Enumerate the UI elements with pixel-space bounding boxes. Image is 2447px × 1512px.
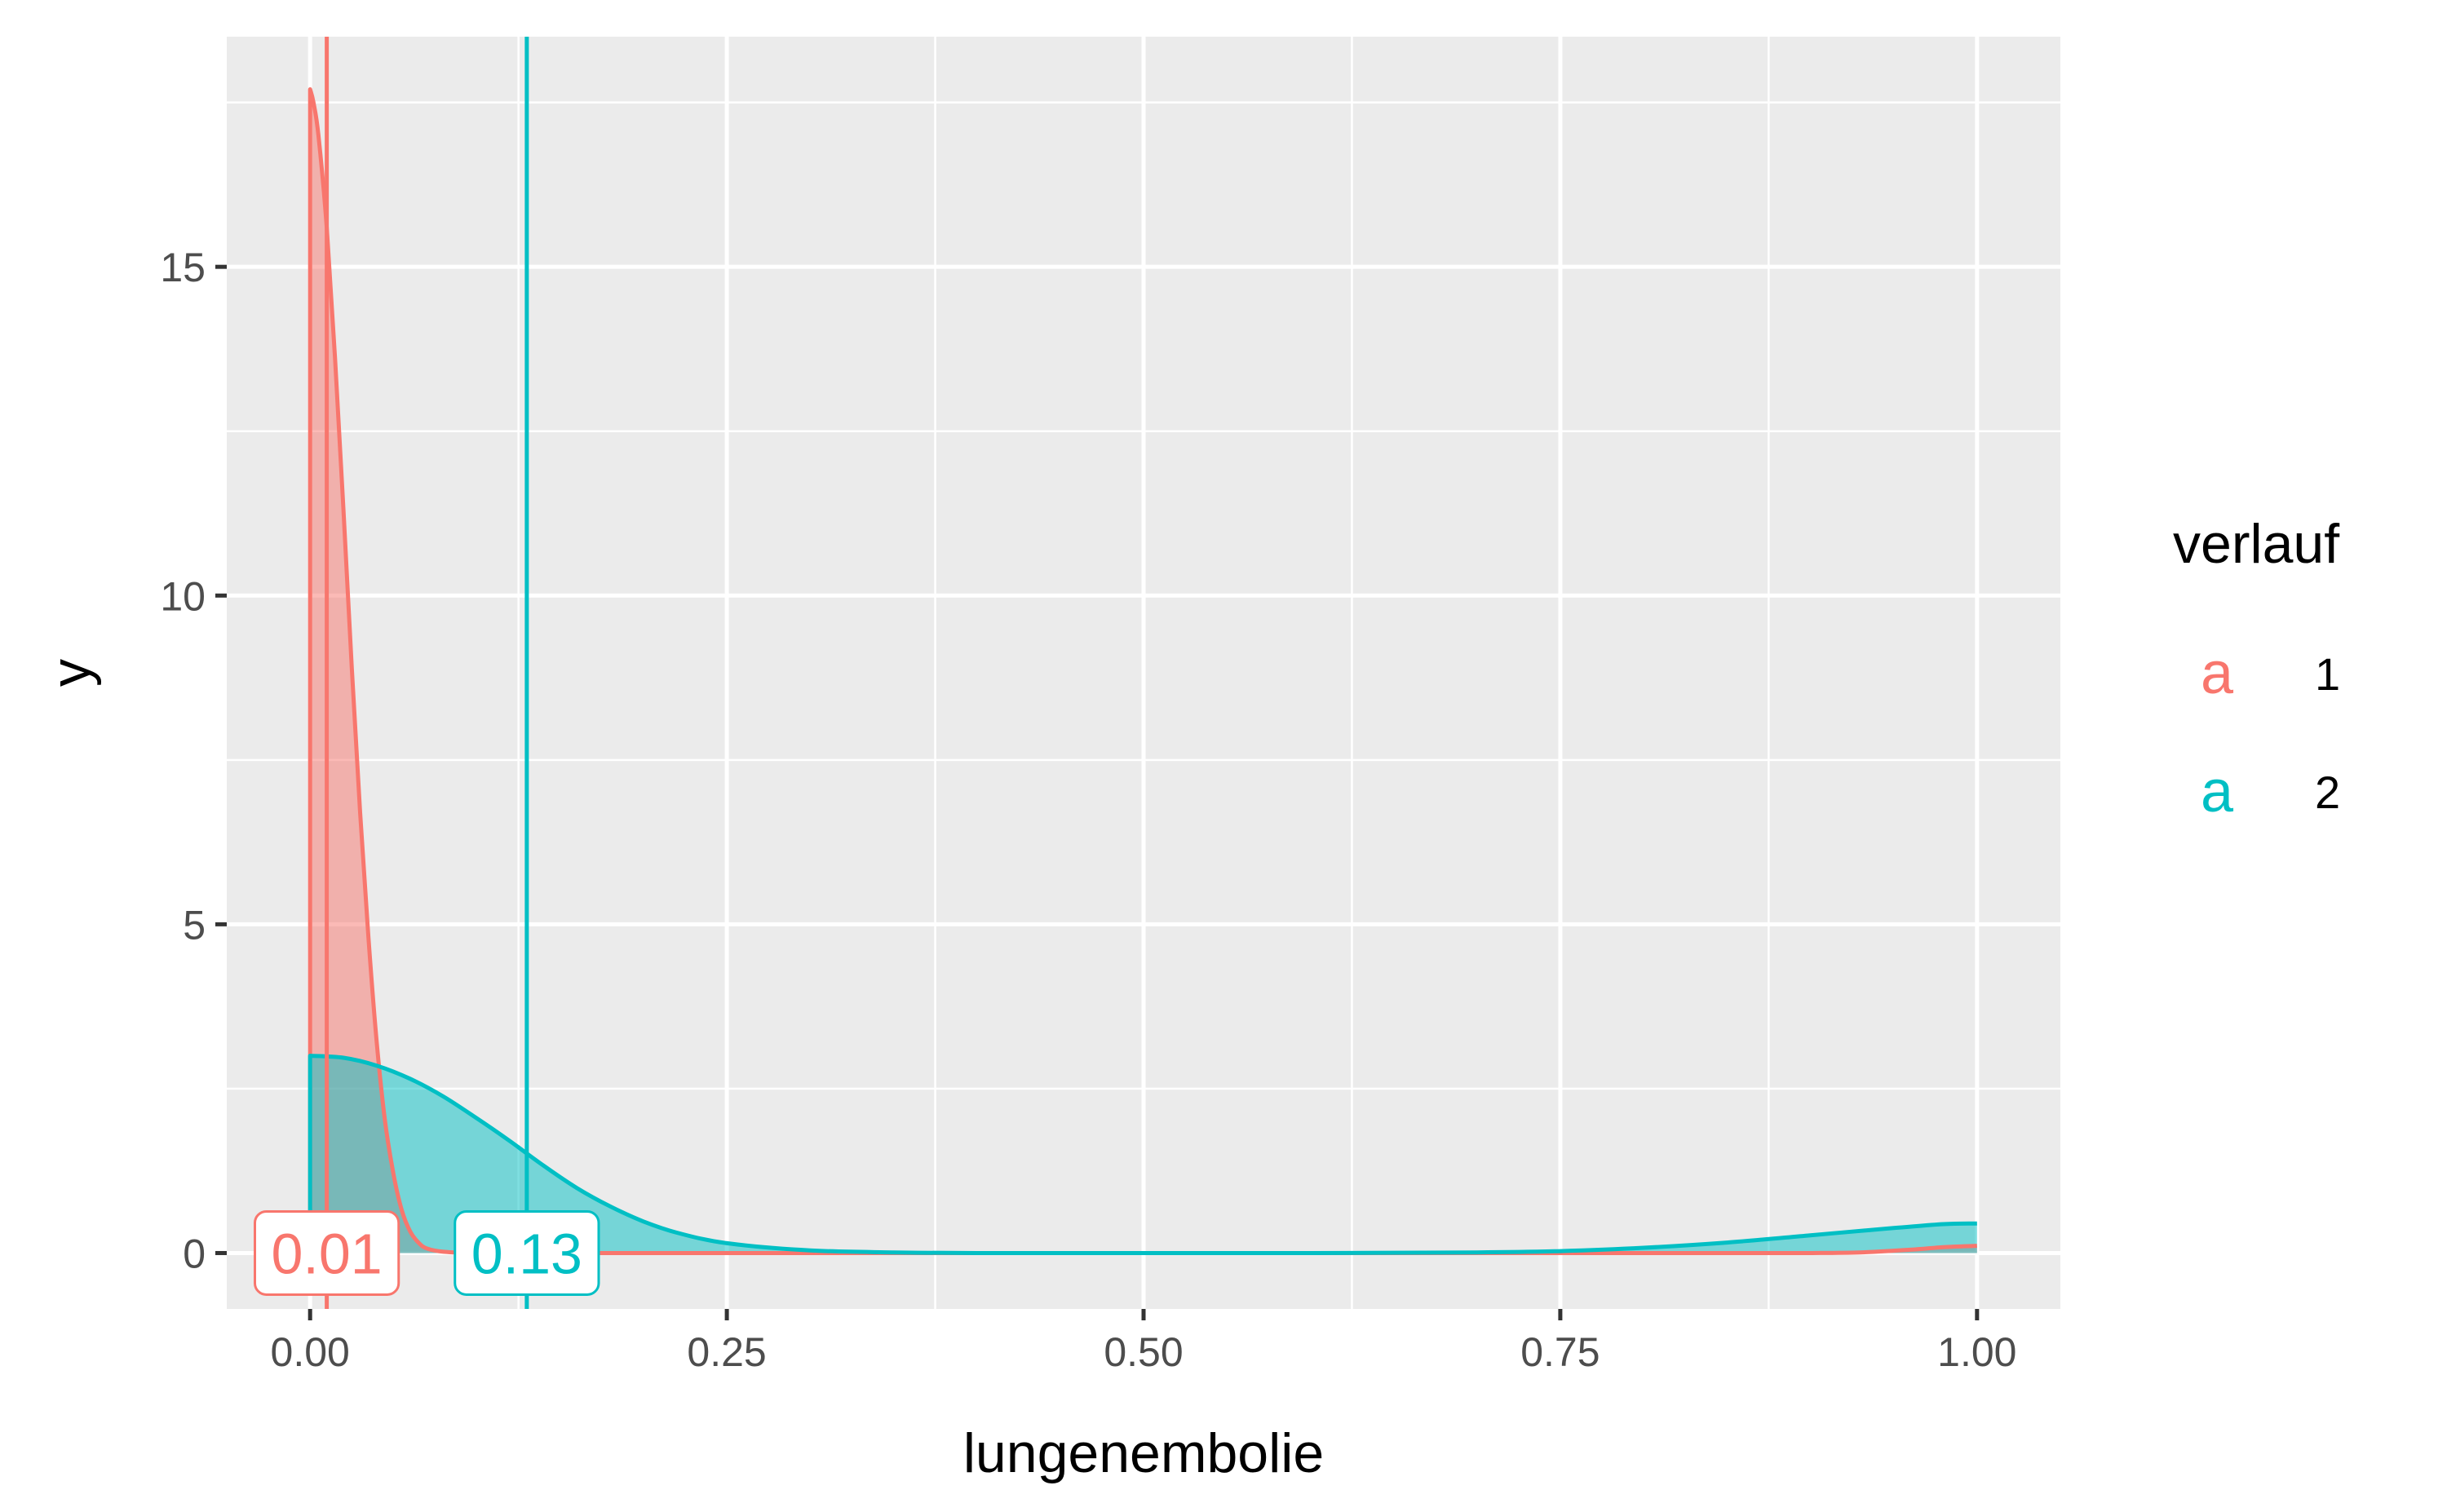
mean-label-box: [253, 1209, 400, 1296]
y-tick-label: 10: [160, 573, 206, 619]
x-axis: 0.00 0.25 0.50 0.75 1.00: [271, 1309, 2016, 1375]
x-tick-label: 0.25: [687, 1329, 766, 1375]
legend-key-series-1: a: [2201, 641, 2234, 706]
density-lines: [308, 87, 1977, 1256]
y-axis: 0 5 10 15: [160, 245, 227, 1276]
mean-label-text: 0.01: [271, 1222, 382, 1285]
mean-lines: [325, 37, 529, 1309]
mean-label-series-1: 0.01: [253, 1209, 400, 1296]
density-line-series-2: [308, 1054, 1977, 1256]
mean-label-box: [454, 1209, 600, 1296]
legend-title: verlauf: [2173, 513, 2339, 575]
x-tick-label: 1.00: [1937, 1329, 2016, 1375]
mean-label-text: 0.13: [471, 1222, 582, 1285]
legend-label-series-2: 2: [2315, 767, 2340, 818]
x-tick-label: 0.50: [1104, 1329, 1183, 1375]
x-axis-title: lungenembolie: [963, 1422, 1324, 1484]
legend-label-series-1: 1: [2315, 648, 2340, 700]
x-tick-label: 0.00: [271, 1329, 350, 1375]
legend-key-series-2: a: [2201, 759, 2234, 825]
legend: verlauf a 1 a 2: [2173, 513, 2340, 825]
y-tick-label: 0: [183, 1231, 206, 1276]
y-axis-title: y: [40, 659, 102, 687]
y-tick-label: 15: [160, 245, 206, 290]
mean-label-series-2: 0.13: [454, 1209, 600, 1296]
y-tick-label: 5: [183, 902, 206, 948]
mean-labels: 0.01 0.13: [253, 1209, 600, 1296]
density-line-series-1: [308, 87, 1977, 1256]
x-tick-label: 0.75: [1520, 1329, 1600, 1375]
